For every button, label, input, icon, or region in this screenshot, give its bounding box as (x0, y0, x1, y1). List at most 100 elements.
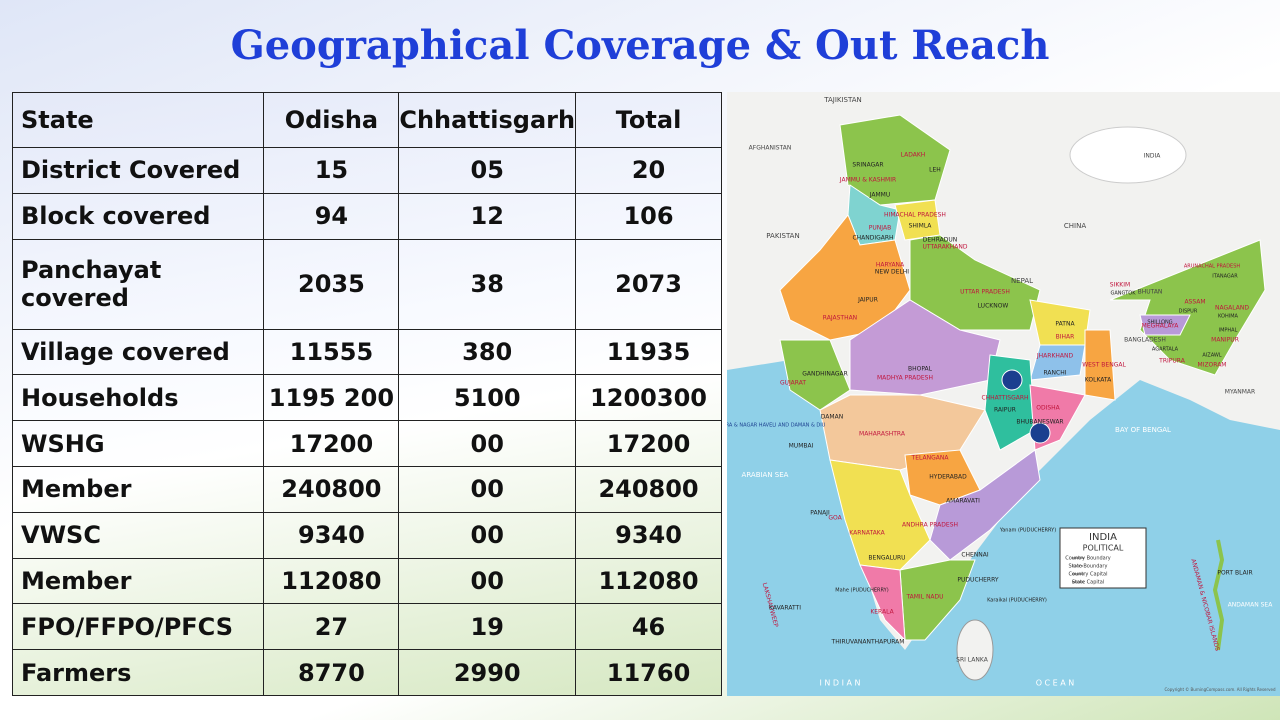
map-label: AIZAWL (1202, 353, 1221, 359)
table-cell: 05 (398, 147, 577, 194)
map-label: HYDERABAD (929, 474, 967, 481)
map-label: PATNA (1055, 321, 1075, 328)
table-cell: 11555 (263, 328, 400, 376)
table-row: District Covered 15 05 20 (11, 147, 722, 194)
table-cell: 1195 200 (263, 374, 400, 422)
map-label: CHENNAI (961, 552, 989, 559)
map-label: DADRA & NAGAR HAVELI AND DAMAN & DIU (727, 423, 826, 429)
map-label: BAY OF BENGAL (1115, 426, 1171, 434)
header-cell: Odisha (263, 92, 400, 148)
map-label: SRI LANKA (956, 657, 989, 664)
table-cell: Panchayat covered (11, 238, 265, 330)
map-label: BHUTAN (1138, 289, 1163, 296)
map-label: NEPAL (1011, 277, 1033, 285)
map-label: SRINAGAR (852, 162, 883, 169)
table-row: FPO/FFPO/PFCS 27 19 46 (11, 603, 722, 651)
map-label: TELANGANA (911, 455, 950, 462)
table-cell: 112080 (263, 557, 400, 605)
map-label: PUNJAB (869, 225, 891, 232)
legend-title: INDIA (1089, 532, 1117, 543)
map-label: LUCKNOW (978, 303, 1009, 310)
table-cell: 20 (575, 147, 722, 194)
table-cell: 00 (398, 511, 577, 559)
table-cell: 1200300 (575, 374, 722, 422)
state-shape (1109, 239, 1266, 376)
map-label: JAMMU (869, 192, 891, 199)
table-cell: 17200 (575, 420, 722, 467)
state-shape (984, 354, 1036, 451)
map-label: CHANDIGARH (852, 235, 893, 242)
map-label: HIMACHAL PRADESH (884, 212, 946, 219)
map-label: MANIPUR (1211, 337, 1239, 344)
table-cell: 8770 (263, 649, 400, 696)
table-cell: Block covered (11, 192, 265, 240)
map-label: MADHYA PRADESH (877, 375, 933, 382)
table-cell: 12 (398, 192, 577, 240)
header-cell: Chhattisgarh (398, 92, 577, 148)
map-label: UTTAR PRADESH (960, 289, 1010, 296)
state-shape (779, 214, 911, 341)
map-label: JHARKHAND (1036, 353, 1074, 360)
table-row: Member 240800 00 240800 (11, 466, 722, 513)
map-label: INDIA (1144, 153, 1162, 160)
map-label: ODISHA (1036, 405, 1060, 412)
map-label: BANGLADESH (1124, 337, 1166, 344)
table-cell: 380 (398, 328, 577, 376)
table-cell: Farmers (11, 649, 265, 696)
table-cell: WSHG (11, 420, 265, 467)
table-cell: 11760 (575, 649, 722, 696)
map-label: KOLKATA (1085, 377, 1112, 384)
legend-subtitle: POLITICAL (1083, 544, 1124, 553)
table-cell: 9340 (263, 511, 400, 559)
map-label: ITANAGAR (1212, 274, 1238, 280)
map-label: TAJIKISTAN (823, 96, 862, 104)
table-cell: 94 (263, 192, 400, 240)
map-label: AFGHANISTAN (749, 145, 792, 152)
table-cell: 240800 (263, 466, 400, 513)
table-cell: 27 (263, 603, 400, 651)
legend: INDIA POLITICAL Country Boundary State Bo… (1059, 527, 1147, 589)
table-cell: 00 (398, 420, 577, 467)
map-label: DISPUR (1179, 309, 1198, 315)
map-label: BHUBANESWAR (1016, 419, 1063, 426)
map-label: GANDHINAGAR (802, 371, 848, 378)
table-cell: 106 (575, 192, 722, 240)
map-label: DEHRADUN (923, 237, 957, 244)
state-shape (829, 459, 931, 571)
table-cell: 2035 (263, 238, 400, 330)
map-label: SHILLONG (1147, 320, 1172, 326)
table-cell: 19 (398, 603, 577, 651)
project-marker (1001, 369, 1023, 391)
map-label: GUJARAT (780, 380, 806, 387)
map-label: UTTARAKHAND (923, 244, 968, 251)
slide-title: Geographical Coverage & Out Reach (230, 22, 1050, 69)
map-label: MYANMAR (1225, 389, 1255, 396)
map-label: Yanam (PUDUCHERRY) (999, 528, 1056, 534)
map-label: MUMBAI (789, 443, 814, 450)
table-cell: 00 (398, 557, 577, 605)
sea (727, 360, 1280, 696)
map-label: HARYANA (876, 262, 905, 269)
coverage-table: State Odisha Chhattisgarh Total District Cov… (11, 92, 722, 696)
map-label: LADAKH (901, 152, 926, 159)
map-label: DAMAN (821, 414, 843, 421)
map-label: RAJASTHAN (823, 315, 857, 322)
table-cell: VWSC (11, 511, 265, 559)
header-cell: State (11, 92, 265, 148)
project-marker (1029, 422, 1051, 444)
state-shape (779, 339, 851, 411)
table-cell: 38 (398, 238, 577, 330)
india-map: INDIA POLITICAL Country Boundary State Bo… (727, 92, 1280, 696)
map-label: I N D I A N (819, 679, 860, 688)
table-row: Farmers 8770 2990 11760 (11, 649, 722, 696)
map-label: MEGHALAYA (1142, 323, 1180, 330)
state-shape (1029, 344, 1086, 381)
map-label: KARNATAKA (849, 530, 885, 537)
map-label: Karaikal (PUDUCHERRY) (987, 598, 1047, 604)
map-label: KAVARATTI (769, 605, 801, 612)
map-label: RANCHI (1044, 370, 1067, 377)
map-label: SHIMLA (909, 223, 933, 230)
table-cell: 2990 (398, 649, 577, 696)
legend-item: Country Capital (1069, 572, 1108, 578)
